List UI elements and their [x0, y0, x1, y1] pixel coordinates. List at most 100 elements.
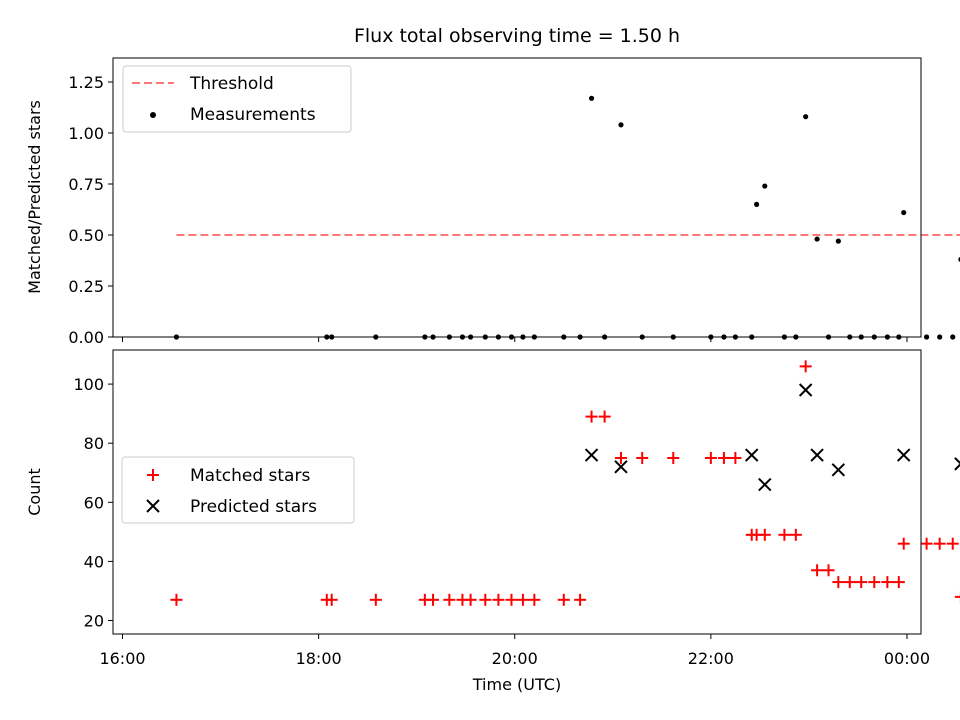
matched-star-point: [464, 593, 477, 606]
matched-star-point: [505, 593, 518, 606]
measurement-point: [937, 334, 943, 340]
bottom-plot-frame: [112, 349, 922, 635]
top-plot-frame: [112, 57, 922, 338]
matched-star-point: [704, 451, 717, 464]
top-ytick-label: 0.50: [68, 226, 104, 245]
matched-star-point: [933, 537, 946, 550]
legend-measurement-label: Measurements: [190, 105, 316, 125]
top-y-axis: 0.00 0.25 0.50 0.75 1.00 1.25: [68, 73, 113, 347]
matched-star-point: [946, 537, 959, 550]
predicted-star-point: [758, 477, 772, 492]
matched-star-point: [427, 593, 440, 606]
top-ytick-label: 0.75: [68, 175, 104, 194]
top-ylabel: Matched/Predicted stars: [25, 100, 44, 294]
bottom-ytick-label: 20: [84, 612, 104, 631]
measurement-point: [814, 236, 820, 242]
matched-star-point: [729, 451, 742, 464]
predicted-star-point: [897, 448, 911, 462]
matched-star-point: [832, 576, 845, 589]
predicted-star-point: [810, 448, 824, 462]
top-legend-box: [122, 65, 352, 133]
matched-star-point: [528, 593, 541, 606]
bottom-xtick-label: 18:00: [296, 649, 342, 668]
bottom-xtick-label: 20:00: [492, 649, 538, 668]
predicted-star-point: [831, 463, 846, 477]
matched-star-point: [717, 451, 730, 464]
top-ytick-label: 0.25: [68, 277, 104, 296]
legend-threshold-label: Threshold: [189, 74, 274, 94]
matched-star-point: [585, 410, 598, 423]
matched-star-point: [892, 576, 905, 589]
measurement-point: [835, 238, 841, 244]
matched-star-point: [516, 593, 529, 606]
top-ytick-label: 1.00: [68, 124, 104, 143]
matched-star-point: [170, 593, 183, 606]
predicted-star-points: [584, 383, 960, 492]
measurement-point: [754, 201, 760, 207]
predicted-star-point: [798, 383, 813, 397]
matched-star-point: [557, 593, 570, 606]
measurement-point: [588, 95, 595, 101]
measurement-point: [901, 209, 907, 216]
predicted-star-point: [954, 457, 960, 471]
matched-star-point: [325, 593, 338, 606]
matched-star-point: [881, 576, 894, 589]
top-panel: 0.00 0.25 0.50 0.75 1.00 1.25 Matched/Predict…: [25, 57, 960, 347]
matched-star-point: [758, 528, 771, 541]
matched-star-point: [811, 564, 824, 577]
bottom-y-axis: 20 40 60 80 100: [73, 375, 113, 631]
top-x-axis: [122, 337, 908, 342]
predicted-star-point: [584, 448, 599, 462]
matched-star-point: [789, 528, 802, 541]
measurement-point: [762, 183, 768, 189]
matched-star-point: [598, 410, 611, 423]
matched-star-point: [954, 590, 960, 603]
bottom-ytick-label: 100: [73, 375, 104, 394]
bottom-ylabel: Count: [25, 468, 44, 516]
matched-star-point: [855, 576, 868, 589]
legend-matched-swatch: [147, 469, 159, 481]
bottom-xlabel: Time (UTC): [472, 675, 561, 694]
bottom-legend-box: [121, 456, 355, 524]
matched-star-point: [843, 576, 856, 589]
matched-star-points: [170, 360, 960, 606]
matched-star-point: [369, 593, 382, 606]
predicted-star-point: [745, 448, 759, 462]
top-ytick-label: 1.25: [68, 73, 104, 92]
matched-star-point: [822, 564, 835, 577]
bottom-xtick-label: 16:00: [99, 649, 145, 668]
matched-star-point: [897, 537, 910, 550]
figure-title: Flux total observing time = 1.50 h: [354, 25, 680, 47]
measurement-point: [923, 334, 930, 340]
predicted-star-point: [614, 460, 628, 474]
bottom-ytick-label: 60: [84, 493, 104, 512]
matched-star-point: [443, 593, 456, 606]
legend-predicted-swatch: [146, 499, 160, 513]
matched-star-point: [636, 451, 649, 464]
top-legend: Threshold Measurements: [122, 65, 352, 133]
bottom-xtick-label: 00:00: [884, 649, 930, 668]
top-ytick-label: 0.00: [68, 328, 104, 347]
legend-matched-label: Matched stars: [190, 466, 310, 486]
measurement-point: [803, 114, 809, 120]
bottom-x-axis: 16:0018:0020:0022:0000:0002:0004:0006:00…: [99, 634, 930, 668]
legend-predicted-label: Predicted stars: [190, 497, 317, 517]
bottom-ytick-label: 40: [84, 552, 104, 571]
legend-measurement-swatch: [150, 112, 156, 118]
bottom-legend: Matched stars Predicted stars: [121, 456, 355, 524]
measurement-point: [950, 334, 956, 340]
bottom-xtick-label: 22:00: [688, 649, 734, 668]
matched-star-point: [667, 451, 680, 464]
matched-star-point: [492, 593, 505, 606]
matched-star-point: [868, 576, 881, 589]
matched-star-point: [614, 451, 627, 464]
bottom-ytick-label: 80: [84, 434, 104, 453]
matched-star-point: [799, 360, 812, 373]
matched-star-point: [920, 537, 933, 550]
measurement-point: [618, 122, 624, 128]
matched-star-point: [574, 593, 587, 606]
matched-star-point: [778, 528, 791, 541]
matched-star-point: [479, 593, 492, 606]
